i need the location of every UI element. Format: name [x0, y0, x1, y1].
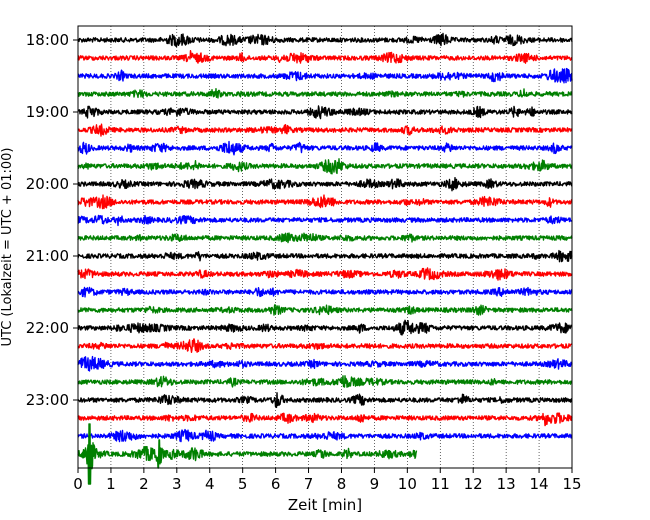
seismogram-trace — [77, 423, 418, 485]
y-axis-label: UTC (Lokalzeit = UTC + 01:00) — [0, 148, 15, 347]
x-tick-label: 15 — [562, 475, 581, 493]
seismogram-trace — [77, 88, 573, 99]
plot-background — [78, 26, 572, 468]
seismogram-trace — [77, 392, 573, 409]
seismogram-trace — [77, 319, 573, 336]
seismogram-trace — [77, 177, 573, 192]
y-tick-label: 22:00 — [26, 319, 69, 337]
seismogram-trace — [77, 32, 573, 48]
x-tick-label: 2 — [139, 475, 149, 493]
seismogram-trace — [77, 412, 573, 427]
x-tick-label: 0 — [73, 475, 83, 493]
x-tick-label: 4 — [205, 475, 215, 493]
seismogram-trace — [77, 123, 573, 137]
x-tick-label: 10 — [398, 475, 417, 493]
seismogram-trace — [77, 303, 573, 316]
x-tick-label: 7 — [304, 475, 314, 493]
traces — [77, 32, 573, 485]
x-tick-label: 9 — [370, 475, 380, 493]
x-tick-label: 1 — [106, 475, 116, 493]
y-tick-label: 20:00 — [26, 175, 69, 193]
seismogram-trace — [77, 286, 573, 298]
x-ticks: 0 1 2 3 4 5 6 7 8 9 10 11 12 13 14 15 — [73, 468, 582, 493]
x-tick-label: 6 — [271, 475, 281, 493]
seismogram-trace — [77, 67, 573, 84]
seismogram-trace — [77, 267, 573, 281]
seismogram-trace — [77, 428, 573, 443]
x-tick-label: 8 — [337, 475, 347, 493]
x-axis-label: Zeit [min] — [288, 496, 362, 514]
seismogram-trace — [77, 232, 573, 244]
x-tick-label: 14 — [530, 475, 549, 493]
x-tick-label: 5 — [238, 475, 248, 493]
seismogram-trace — [77, 249, 573, 263]
seismogram-trace — [77, 158, 573, 175]
seismogram-trace — [77, 375, 573, 388]
seismogram-trace — [77, 355, 573, 372]
seismogram-trace — [77, 338, 573, 353]
seismogram-trace — [77, 50, 573, 64]
seismogram-trace — [77, 105, 573, 120]
y-tick-label: 21:00 — [26, 247, 69, 265]
seismogram-trace — [77, 214, 573, 227]
seismogram-trace — [77, 194, 573, 210]
plot-frame — [77, 25, 573, 469]
y-tick-label: 18:00 — [26, 31, 69, 49]
seismogram-trace — [77, 140, 573, 156]
y-ticks: 18:00 19:00 20:00 21:00 22:00 23:00 — [26, 31, 78, 409]
y-tick-label: 23:00 — [26, 391, 69, 409]
x-tick-label: 3 — [172, 475, 182, 493]
x-tick-label: 12 — [464, 475, 483, 493]
y-tick-label: 19:00 — [26, 103, 69, 121]
x-tick-label: 13 — [497, 475, 516, 493]
x-tick-label: 11 — [431, 475, 450, 493]
